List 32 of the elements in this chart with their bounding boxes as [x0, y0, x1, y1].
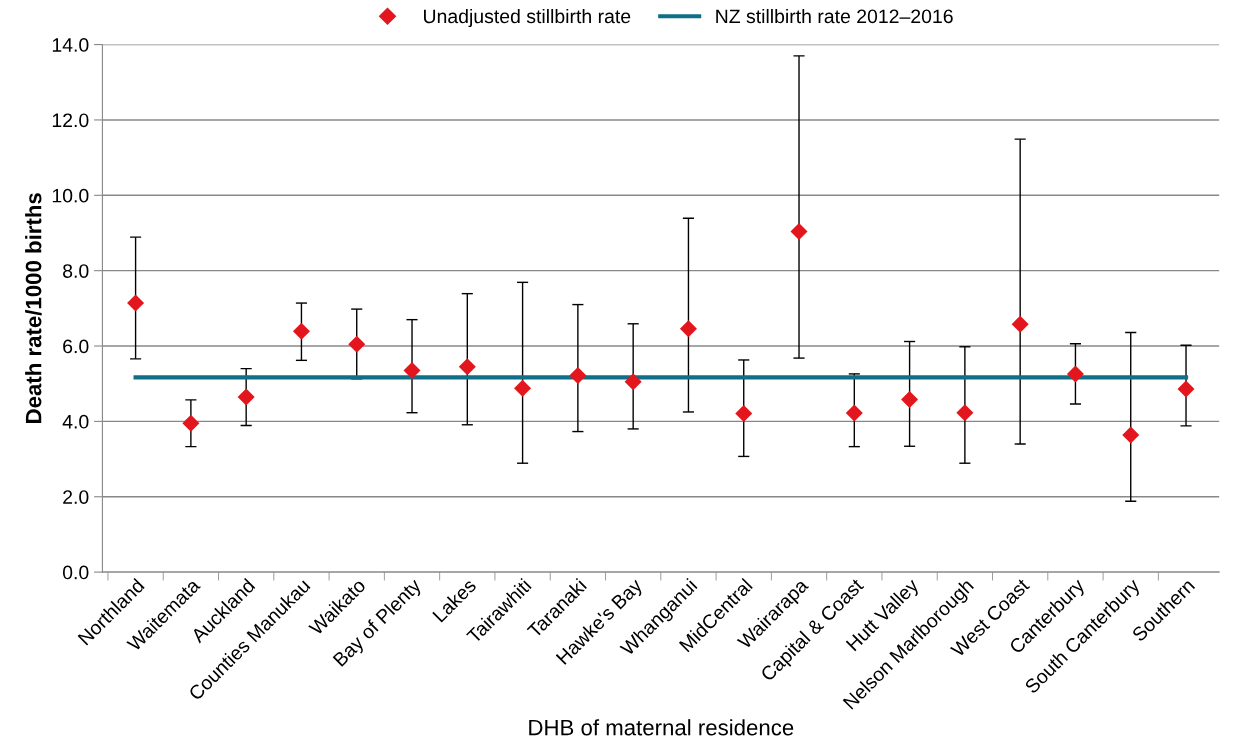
- y-axis-title: Death rate/1000 births: [25, 193, 42, 423]
- point: [790, 222, 808, 240]
- legend-label: Unadjusted stillbirth rate: [424, 8, 631, 28]
- point: [624, 373, 642, 391]
- point: [569, 366, 587, 384]
- y-tick-label: 10.0: [52, 188, 89, 203]
- y-tick-label: 8.0: [63, 264, 89, 278]
- point: [292, 322, 310, 340]
- y-tick-label: 2.0: [63, 490, 89, 504]
- point: [127, 294, 145, 312]
- point: [845, 404, 863, 422]
- x-axis-title: DHB of maternal residence: [529, 719, 794, 736]
- legend-label: NZ stillbirth rate 2012–2016: [716, 8, 953, 24]
- point: [348, 335, 366, 353]
- point: [1122, 426, 1140, 444]
- point: [514, 379, 532, 397]
- point: [1177, 380, 1195, 398]
- y-tick-label: 0.0: [62, 565, 89, 580]
- point: [458, 358, 476, 376]
- y-tick-label: 4.0: [62, 414, 89, 429]
- point: [237, 388, 255, 406]
- y-tick-label: 6.0: [63, 339, 89, 354]
- point: [1011, 315, 1029, 333]
- point: [182, 414, 200, 432]
- y-tick-label: 14.0: [52, 38, 89, 52]
- point: [403, 362, 421, 380]
- point: [1066, 365, 1084, 383]
- point: [901, 391, 919, 409]
- point: [679, 320, 697, 338]
- point: [735, 404, 753, 422]
- y-tick-label: 12.0: [52, 113, 89, 128]
- point: [956, 404, 974, 422]
